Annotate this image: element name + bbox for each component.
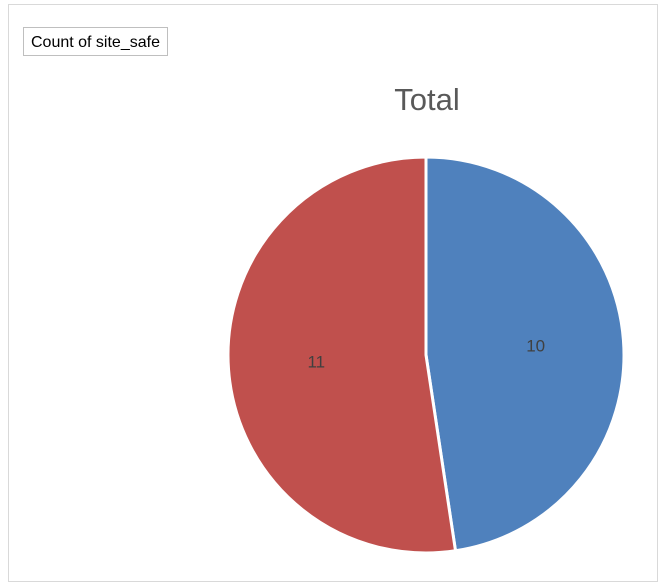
count-of-site-safe-field-button[interactable]: Count of site_safe (23, 27, 168, 56)
pie-slice-10[interactable] (424, 155, 626, 553)
chart-title: Total (394, 82, 460, 117)
pie-slice-11[interactable] (226, 155, 458, 555)
data-label-11: 11 (307, 353, 325, 372)
data-label-10: 10 (526, 336, 545, 355)
